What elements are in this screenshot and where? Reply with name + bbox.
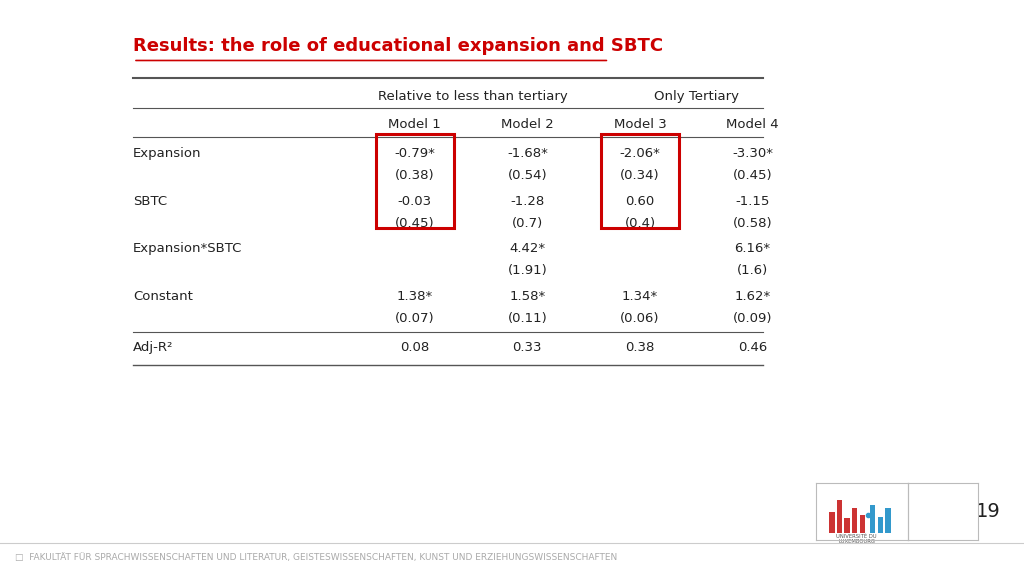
Text: 6.16*: 6.16* bbox=[734, 242, 771, 256]
Text: (1.91): (1.91) bbox=[508, 264, 547, 278]
Text: UNIVERSITÉ DU
LUXEMBOURG: UNIVERSITÉ DU LUXEMBOURG bbox=[837, 533, 877, 544]
Text: -1.68*: -1.68* bbox=[507, 147, 548, 160]
Text: 0.46: 0.46 bbox=[738, 341, 767, 354]
Text: Model 2: Model 2 bbox=[501, 118, 554, 131]
Bar bbox=[852, 509, 857, 533]
Text: Model 3: Model 3 bbox=[613, 118, 667, 131]
Text: (0.7): (0.7) bbox=[512, 217, 543, 230]
Text: Constant: Constant bbox=[133, 290, 193, 304]
Text: Relative to less than tertiary: Relative to less than tertiary bbox=[378, 90, 568, 104]
Text: Model 4: Model 4 bbox=[726, 118, 779, 131]
Text: -0.03: -0.03 bbox=[397, 195, 432, 208]
Bar bbox=[878, 517, 883, 533]
Text: Adj-R²: Adj-R² bbox=[133, 341, 173, 354]
Text: Only Tertiary: Only Tertiary bbox=[653, 90, 739, 104]
Text: -0.79*: -0.79* bbox=[394, 147, 435, 160]
Bar bbox=[870, 505, 876, 533]
Text: -3.30*: -3.30* bbox=[732, 147, 773, 160]
Text: (1.6): (1.6) bbox=[737, 264, 768, 278]
Text: (0.09): (0.09) bbox=[733, 312, 772, 325]
Text: 1.58*: 1.58* bbox=[509, 290, 546, 304]
Text: 0.33: 0.33 bbox=[513, 341, 542, 354]
Text: Model 1: Model 1 bbox=[388, 118, 441, 131]
Text: -1.28: -1.28 bbox=[510, 195, 545, 208]
Text: 19: 19 bbox=[976, 502, 1000, 521]
Bar bbox=[859, 515, 865, 533]
Text: (0.11): (0.11) bbox=[508, 312, 547, 325]
Text: 1.34*: 1.34* bbox=[622, 290, 658, 304]
Text: (0.54): (0.54) bbox=[508, 169, 547, 182]
Bar bbox=[829, 511, 835, 533]
Text: (0.34): (0.34) bbox=[621, 169, 659, 182]
Text: SBTC: SBTC bbox=[133, 195, 167, 208]
Text: 1.62*: 1.62* bbox=[734, 290, 771, 304]
Text: 1.38*: 1.38* bbox=[396, 290, 433, 304]
Text: (0.45): (0.45) bbox=[733, 169, 772, 182]
Text: Expansion: Expansion bbox=[133, 147, 202, 160]
Text: 0.08: 0.08 bbox=[400, 341, 429, 354]
Text: (0.58): (0.58) bbox=[733, 217, 772, 230]
Text: □  FAKULTÄT FÜR SPRACHWISSENSCHAFTEN UND LITERATUR, GEISTESWISSENSCHAFTEN, KUNST: □ FAKULTÄT FÜR SPRACHWISSENSCHAFTEN UND … bbox=[15, 553, 617, 562]
Text: -2.06*: -2.06* bbox=[620, 147, 660, 160]
Text: 0.38: 0.38 bbox=[626, 341, 654, 354]
Text: (0.07): (0.07) bbox=[395, 312, 434, 325]
Text: 4.42*: 4.42* bbox=[509, 242, 546, 256]
Text: 0.60: 0.60 bbox=[626, 195, 654, 208]
Bar bbox=[837, 500, 842, 533]
Text: Expansion*SBTC: Expansion*SBTC bbox=[133, 242, 243, 256]
Text: (0.06): (0.06) bbox=[621, 312, 659, 325]
Text: (0.4): (0.4) bbox=[625, 217, 655, 230]
Text: Results: the role of educational expansion and SBTC: Results: the role of educational expansi… bbox=[133, 37, 664, 55]
Text: -1.15: -1.15 bbox=[735, 195, 770, 208]
Bar bbox=[845, 518, 850, 533]
Text: (0.45): (0.45) bbox=[395, 217, 434, 230]
Bar bbox=[886, 509, 891, 533]
Text: (0.38): (0.38) bbox=[395, 169, 434, 182]
